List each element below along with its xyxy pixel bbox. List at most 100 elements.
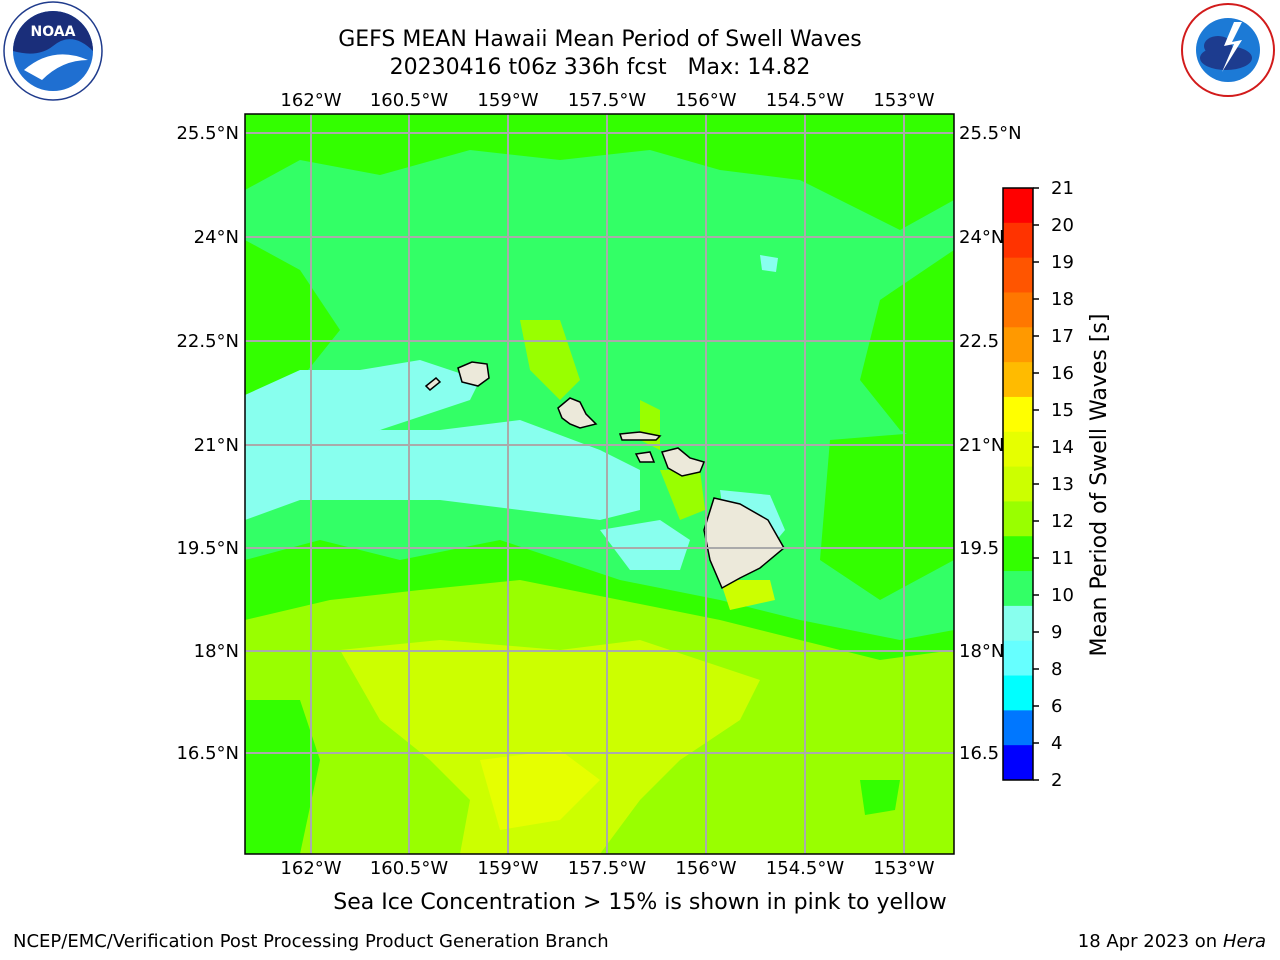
lon-label: 154.5°W: [766, 858, 845, 879]
colorbar-tick-label: 18: [1051, 289, 1074, 310]
footer-organization: NCEP/EMC/Verification Post Processing Pr…: [13, 931, 609, 952]
colorbar-tick-label: 19: [1051, 252, 1074, 273]
colorbar-tick-label: 12: [1051, 511, 1074, 532]
colorbar: [1003, 188, 1033, 781]
gridlines: [245, 114, 954, 854]
lat-label: 18°N: [194, 641, 239, 662]
lon-label: 156°W: [675, 858, 736, 879]
field-zone: [860, 780, 900, 815]
colorbar-tick-label: 14: [1051, 437, 1074, 458]
colorbar-tick-label: 6: [1051, 696, 1062, 717]
lon-label: 154.5°W: [766, 90, 845, 111]
island-maui: [661, 447, 706, 477]
lat-label: 24°N: [959, 227, 1004, 248]
footer-host: Hera: [1222, 931, 1266, 952]
colorbar-tick-label: 15: [1051, 400, 1074, 421]
colorbar-ticks: 21 20 19 18 17 16 15 14 13 12 11 10 9 8 6 4 2: [1033, 178, 1074, 791]
field-zone: [860, 250, 954, 460]
colorbar-cell: [1003, 466, 1033, 502]
field-zone: [760, 255, 778, 272]
colorbar-cell: [1003, 222, 1033, 259]
lat-label: 22.5°N: [176, 331, 239, 352]
colorbar-cell: [1003, 188, 1033, 224]
field-zone: [245, 114, 954, 230]
island-kauai: [457, 361, 490, 387]
lon-label: 157.5°W: [568, 858, 647, 879]
lat-label: 21°N: [959, 435, 1004, 456]
lat-label: 16.5°N: [176, 743, 239, 764]
island-oahu: [557, 397, 598, 429]
lon-label: 159°W: [477, 858, 538, 879]
colorbar-cell: [1003, 327, 1033, 363]
map-frame: [244, 113, 955, 855]
colorbar-cell: [1003, 501, 1033, 537]
colorbar-frame: [1002, 187, 1034, 781]
colorbar-tick-label: 13: [1051, 474, 1074, 495]
lon-labels-bottom: 162°W 160.5°W 159°W 157.5°W 156°W 154.5°…: [280, 858, 934, 879]
map-subtitle: 20230416 t06z 336h fcst Max: 14.82: [389, 55, 811, 80]
lat-label: 22.5: [959, 331, 999, 352]
colorbar-cell: [1003, 571, 1033, 607]
island-niihau: [424, 376, 442, 392]
lon-label: 162°W: [280, 90, 341, 111]
field-zone: [720, 580, 775, 610]
colorbar-cell: [1003, 745, 1033, 781]
lon-label: 153°W: [873, 90, 934, 111]
lat-labels-right: 25.5°N 24°N 22.5 21°N 19.5 18°N 16.5: [959, 123, 1022, 764]
lat-labels-left: 25.5°N 24°N 22.5°N 21°N 19.5°N 18°N 16.5…: [176, 123, 239, 764]
island-molokai: [618, 431, 662, 441]
colorbar-cell: [1003, 605, 1033, 642]
colorbar-cell: [1003, 362, 1033, 398]
field-zone: [245, 240, 340, 400]
lon-label: 157.5°W: [568, 90, 647, 111]
nws-logo: [1181, 3, 1275, 97]
field-zone: [245, 700, 320, 854]
colorbar-label: Mean Period of Swell Waves [s]: [1087, 314, 1112, 657]
colorbar-tick-label: 8: [1051, 659, 1062, 680]
lat-label: 19.5°N: [176, 538, 239, 559]
footer-date-text: 18 Apr 2023 on: [1077, 931, 1223, 952]
colorbar-tick-label: 2: [1051, 770, 1062, 791]
noaa-logo-text: NOAA: [31, 24, 76, 40]
colorbar-tick-label: 11: [1051, 548, 1074, 569]
colorbar-cell: [1003, 396, 1033, 433]
colorbar-cell: [1003, 292, 1033, 328]
field-zone: [480, 750, 600, 830]
lon-label: 160.5°W: [370, 858, 449, 879]
sea-ice-caption: Sea Ice Concentration > 15% is shown in …: [333, 890, 947, 915]
lat-label: 18°N: [959, 641, 1004, 662]
map-title: GEFS MEAN Hawaii Mean Period of Swell Wa…: [338, 27, 862, 52]
lon-labels-top: 162°W 160.5°W 159°W 157.5°W 156°W 154.5°…: [280, 90, 934, 111]
field-zone: [340, 640, 760, 854]
colorbar-cell: [1003, 710, 1033, 746]
island-lanai: [634, 451, 656, 463]
colorbar-cell: [1003, 431, 1033, 468]
colorbar-tick-label: 20: [1051, 215, 1074, 236]
colorbar-cell: [1003, 536, 1033, 572]
field-zone: [660, 470, 705, 520]
colorbar-cell: [1003, 675, 1033, 711]
lon-label: 160.5°W: [370, 90, 449, 111]
lon-label: 156°W: [675, 90, 736, 111]
colorbar-cell: [1003, 257, 1033, 293]
footer-date: 18 Apr 2023 on Hera: [1078, 931, 1266, 952]
lon-label: 159°W: [477, 90, 538, 111]
field-zone: [820, 430, 954, 600]
lon-label: 162°W: [280, 858, 341, 879]
colorbar-tick-label: 16: [1051, 363, 1074, 384]
field-zone: [600, 520, 690, 570]
lat-label: 16.5: [959, 743, 999, 764]
lat-label: 19.5: [959, 538, 999, 559]
noaa-logo: NOAA: [3, 1, 103, 101]
colorbar-tick-label: 4: [1051, 733, 1062, 754]
colorbar-tick-label: 21: [1051, 178, 1074, 199]
lat-label: 25.5°N: [176, 123, 239, 144]
colorbar-tick-label: 10: [1051, 585, 1074, 606]
lat-label: 24°N: [194, 227, 239, 248]
lon-label: 153°W: [873, 858, 934, 879]
colorbar-tick-label: 17: [1051, 326, 1074, 347]
lat-label: 21°N: [194, 435, 239, 456]
colorbar-tick-label: 9: [1051, 622, 1062, 643]
colorbar-cell: [1003, 640, 1033, 677]
